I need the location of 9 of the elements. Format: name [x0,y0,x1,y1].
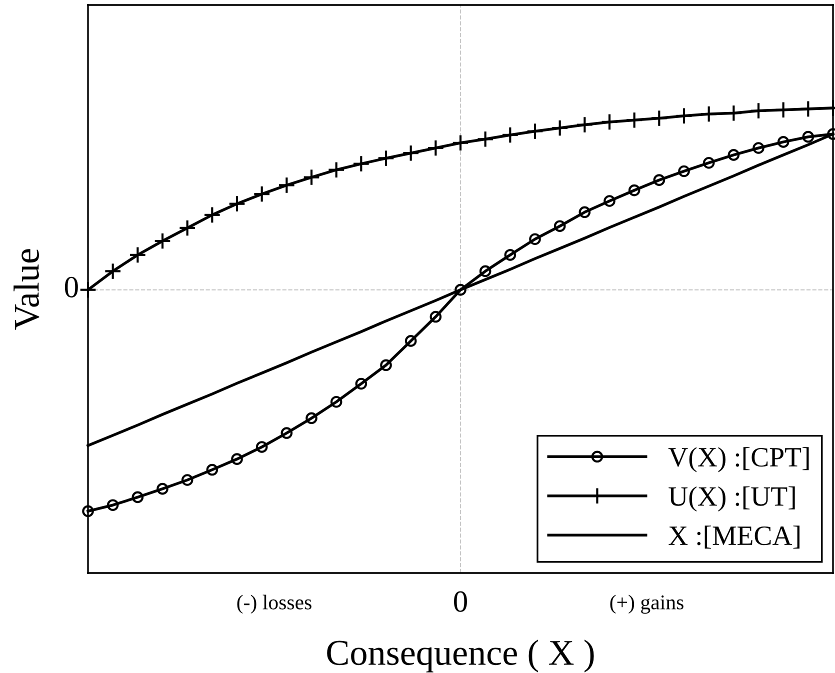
text: (+) gains [610,594,684,614]
legend-label: U(X) :[UT] [668,486,795,512]
y-axis-title: Value [14,249,40,330]
legend-label: X :[MECA] [668,526,800,549]
text: (-) losses [237,594,312,614]
x-axis-title: Consequence ( X ) [327,640,594,672]
text: 0 [454,591,467,612]
legend-label: V(X) :[CPT] [668,447,809,472]
text: 0 [64,276,78,298]
